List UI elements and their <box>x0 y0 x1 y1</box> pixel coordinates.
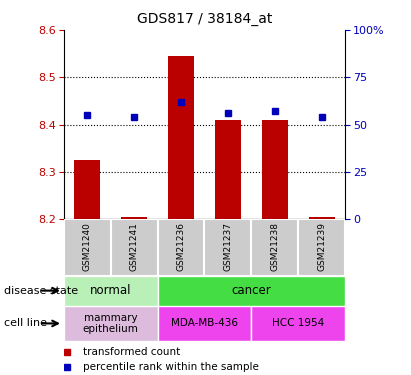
Text: MDA-MB-436: MDA-MB-436 <box>171 318 238 328</box>
Bar <box>298 219 345 276</box>
Text: normal: normal <box>90 284 132 297</box>
Bar <box>157 306 252 341</box>
Bar <box>64 219 111 276</box>
Bar <box>262 120 288 219</box>
Text: GSM21237: GSM21237 <box>224 222 233 271</box>
Text: cell line: cell line <box>4 318 47 328</box>
Text: percentile rank within the sample: percentile rank within the sample <box>83 362 259 372</box>
Text: GSM21241: GSM21241 <box>129 222 139 271</box>
Bar <box>121 217 147 219</box>
Text: GSM21240: GSM21240 <box>83 222 92 271</box>
Bar <box>157 219 205 276</box>
Bar <box>64 306 157 341</box>
Bar <box>64 276 157 306</box>
Bar <box>309 217 335 219</box>
Bar <box>215 120 241 219</box>
Text: GSM21238: GSM21238 <box>270 222 279 271</box>
Bar <box>168 56 194 219</box>
Text: HCC 1954: HCC 1954 <box>272 318 324 328</box>
Text: GSM21236: GSM21236 <box>176 222 185 271</box>
Text: GSM21239: GSM21239 <box>317 222 326 271</box>
Bar <box>74 160 100 219</box>
Bar <box>252 219 298 276</box>
Bar <box>157 276 345 306</box>
Text: transformed count: transformed count <box>83 346 181 357</box>
Bar <box>205 219 252 276</box>
Text: disease state: disease state <box>4 286 78 296</box>
Title: GDS817 / 38184_at: GDS817 / 38184_at <box>137 12 272 26</box>
Bar <box>252 306 345 341</box>
Text: mammary
epithelium: mammary epithelium <box>83 313 139 334</box>
Bar <box>111 219 157 276</box>
Text: cancer: cancer <box>231 284 271 297</box>
